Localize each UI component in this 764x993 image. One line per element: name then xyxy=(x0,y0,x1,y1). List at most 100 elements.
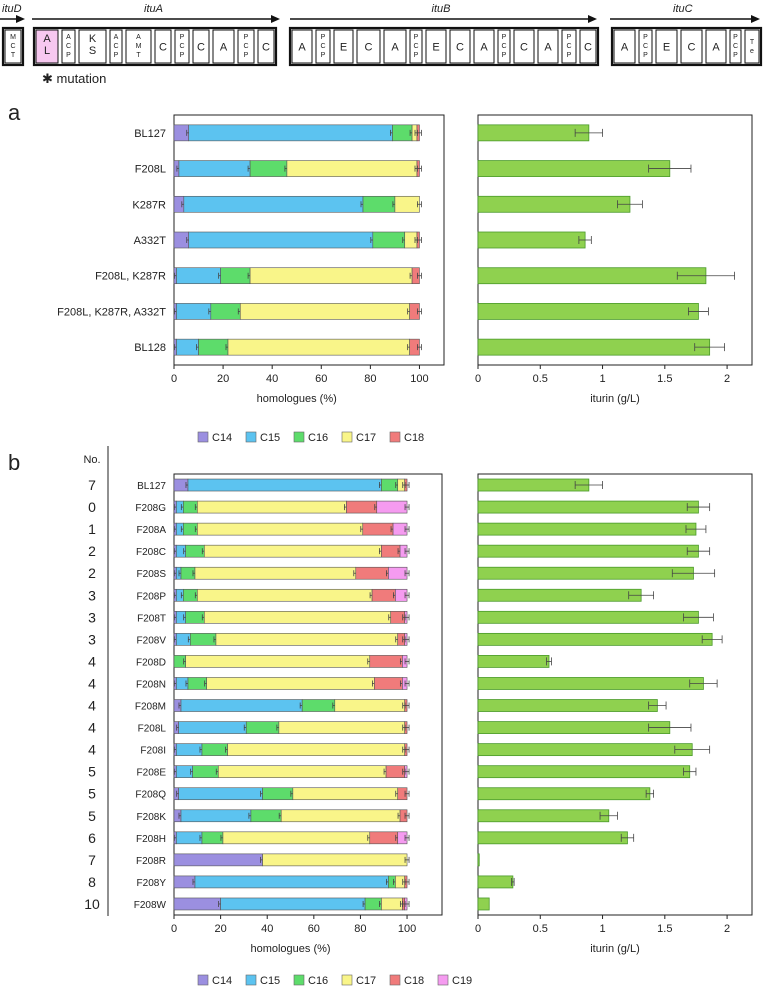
bar-segment-c15 xyxy=(178,160,251,177)
iturin-bar xyxy=(477,267,707,285)
domain-cell xyxy=(192,29,210,64)
x-tick-label: 60 xyxy=(315,373,327,385)
domain-cell xyxy=(109,29,123,64)
bar-segment-c18 xyxy=(346,500,378,514)
iturin-bar xyxy=(477,831,628,845)
domain-label: C xyxy=(456,42,464,54)
gene-label: ituA xyxy=(144,3,163,15)
domain-cell xyxy=(744,29,760,64)
row-number: 3 xyxy=(88,609,96,625)
domain-label: M xyxy=(10,34,16,41)
category-label: F208E xyxy=(137,768,167,779)
category-label: F208C xyxy=(136,547,166,558)
legend-label: C18 xyxy=(404,432,424,444)
bar-segment-c15 xyxy=(176,267,221,285)
bar-segment-c15 xyxy=(176,743,203,756)
number-column-header: No. xyxy=(83,454,100,466)
domain-label: C xyxy=(243,43,248,50)
iturin-bar xyxy=(477,875,514,889)
row-number: 5 xyxy=(88,764,96,780)
iturin-bar xyxy=(477,787,651,801)
gene-arrow-head xyxy=(271,15,280,23)
category-label: F208Y xyxy=(137,878,167,889)
domain-label: C xyxy=(113,43,118,50)
bar-segment-c15 xyxy=(183,195,364,213)
bar-segment-c16 xyxy=(262,787,294,801)
bar-segment-c16 xyxy=(364,897,382,911)
bar-segment-c19 xyxy=(388,566,408,580)
iturin-bar xyxy=(477,897,490,911)
domain-label: C xyxy=(66,43,71,50)
bar-segment-c17 xyxy=(292,787,399,801)
bar-segment-c16 xyxy=(201,743,228,756)
domain-label: C xyxy=(520,42,528,54)
bar-segment-c17 xyxy=(203,544,382,558)
panel-a: a BL127 F208L K287R A332T F208L, K287R F208L, … xyxy=(8,100,753,444)
legend-swatch-c14 xyxy=(197,974,209,986)
legend-label: C19 xyxy=(452,975,472,987)
iturin-bar xyxy=(477,231,586,249)
legend-swatch-c18 xyxy=(389,431,401,443)
legend-label: C17 xyxy=(356,975,376,987)
bar-segment-c15 xyxy=(180,809,252,823)
domain-cell xyxy=(78,29,107,64)
row-number: 6 xyxy=(88,830,96,846)
bar-segment-c16 xyxy=(362,195,396,213)
domain-label: T xyxy=(750,39,755,46)
category-label: F208S xyxy=(137,569,167,580)
bar-segment-c16 xyxy=(372,231,406,249)
domain-label: C xyxy=(584,42,592,54)
bar-segment-c16 xyxy=(392,124,413,142)
domain-cell xyxy=(613,29,636,64)
domain-cell xyxy=(35,29,59,64)
bar-segment-c15 xyxy=(176,338,199,356)
domain-label: T xyxy=(11,52,16,59)
domain-label: P xyxy=(502,34,507,41)
bar-segment-c15 xyxy=(178,787,263,801)
domain-label: P xyxy=(180,52,185,59)
row-number: 8 xyxy=(88,874,96,890)
bar-segment-c17 xyxy=(278,721,406,734)
bar-segment-c16 xyxy=(301,699,336,712)
x-tick-label: 1.5 xyxy=(657,923,672,935)
bar-segment-c16 xyxy=(210,303,241,320)
row-number: 4 xyxy=(88,698,96,714)
domain-label: P xyxy=(567,34,572,41)
category-label: F208G xyxy=(135,503,166,514)
domain-label: A xyxy=(136,34,141,41)
iturin-bar xyxy=(477,124,590,142)
bar-segment-c15 xyxy=(176,303,212,320)
iturin-bar xyxy=(477,303,699,320)
x-tick-label: 1.5 xyxy=(657,373,672,385)
row-number: 1 xyxy=(88,521,96,537)
bar-segment-c17 xyxy=(203,611,392,624)
domain-cell xyxy=(383,29,407,64)
bar-segment-c17 xyxy=(286,160,418,177)
domain-cell xyxy=(174,29,190,64)
category-label: F208D xyxy=(136,657,166,668)
category-label: F208W xyxy=(134,900,167,911)
domain-cell xyxy=(237,29,255,64)
row-number: 3 xyxy=(88,631,96,647)
x-tick-label: 2 xyxy=(724,373,730,385)
category-label: F208R xyxy=(136,856,166,867)
category-label: F208L xyxy=(138,724,167,735)
domain-cell xyxy=(425,29,447,64)
bar-segment-c15 xyxy=(194,875,389,889)
x-tick-label: 0 xyxy=(171,923,177,935)
bar-segment-c15 xyxy=(188,231,374,249)
domain-label: L xyxy=(44,45,50,57)
bar-segment-c18 xyxy=(381,544,401,558)
gene-label: ituD xyxy=(2,3,22,15)
iturin-bar xyxy=(477,500,699,514)
bar-segment-c17 xyxy=(185,655,371,668)
legend-swatch-c15 xyxy=(245,431,257,443)
row-number: 4 xyxy=(88,720,96,736)
mutation-note: ✱ mutation xyxy=(42,71,106,86)
domain-cell xyxy=(291,29,313,64)
domain-label: A xyxy=(712,42,720,54)
legend-swatch-c15 xyxy=(245,974,257,986)
x-tick-label: 1 xyxy=(599,373,605,385)
iturin-bar xyxy=(477,655,550,668)
